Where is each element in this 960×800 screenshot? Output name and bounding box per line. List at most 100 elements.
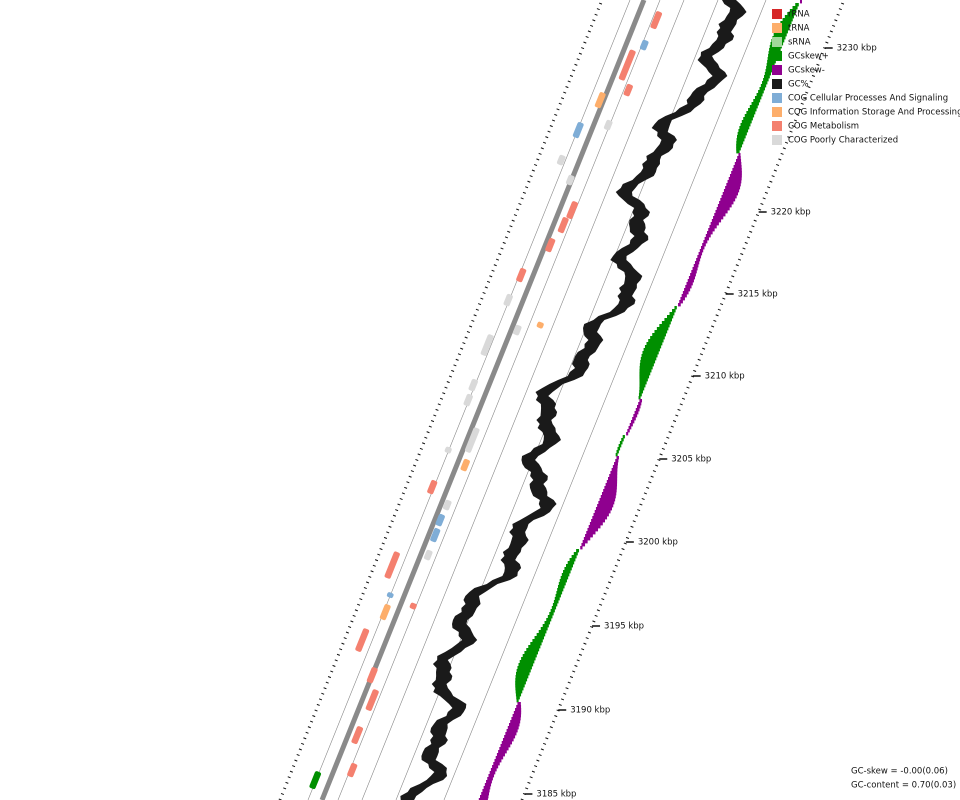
- gc-skew-positive: [641, 354, 658, 358]
- gc-skew-positive: [736, 147, 741, 151]
- gc-skew-positive: [516, 672, 530, 676]
- gc-skew-negative: [512, 714, 521, 718]
- gc-skew-negative: [495, 756, 504, 760]
- gc-skew-positive: [642, 351, 659, 355]
- gc-skew-positive: [639, 387, 645, 391]
- gc-skew-positive: [522, 654, 537, 658]
- gc-skew-negative: [728, 177, 742, 181]
- backbone: [319, 0, 647, 800]
- gc-skew-positive: [780, 21, 792, 25]
- gc-skew-negative: [696, 258, 701, 262]
- gc-skew-positive: [764, 72, 772, 76]
- tick-label: 3195 kbp: [604, 622, 644, 632]
- gc-skew-positive: [736, 138, 745, 142]
- gc-skew-positive: [515, 678, 528, 682]
- gc-skew-negative: [510, 720, 521, 724]
- gc-skew-negative: [483, 786, 491, 790]
- gc-skew-positive: [547, 615, 553, 619]
- legend-label: COG Information Storage And Processing: [788, 108, 960, 118]
- gc-skew-positive: [751, 102, 759, 106]
- gc-skew-negative: [688, 276, 695, 280]
- gene-feature: [355, 628, 370, 652]
- gc-skew-positive: [559, 579, 567, 583]
- gc-skew-negative: [608, 477, 618, 481]
- gene-feature: [427, 479, 438, 495]
- gc-skew-negative: [725, 186, 741, 190]
- gc-skew-positive: [557, 585, 565, 589]
- gc-skew-negative: [707, 231, 713, 235]
- gc-skew-positive: [615, 453, 618, 457]
- gc-skew-negative: [736, 159, 742, 163]
- gc-skew-positive: [532, 639, 543, 643]
- gene-feature: [516, 267, 527, 283]
- gc-skew-negative: [678, 303, 681, 307]
- gene-feature: [379, 604, 391, 621]
- gene-feature: [572, 122, 584, 139]
- gene-feature: [464, 427, 480, 453]
- legend-swatch: [772, 121, 782, 131]
- gc-skew-positive: [515, 675, 529, 679]
- gc-skew-positive: [639, 363, 654, 367]
- gc-skew-positive: [616, 450, 619, 454]
- gc-skew-positive: [526, 648, 540, 652]
- gc-skew-negative: [692, 267, 698, 271]
- gc-skew-positive: [621, 438, 624, 442]
- gc-skew-negative: [481, 792, 490, 796]
- tick-label: 3205 kbp: [671, 455, 711, 465]
- gc-skew-positive: [619, 441, 623, 445]
- gc-skew-positive: [571, 555, 577, 559]
- gc-skew-negative: [593, 513, 609, 517]
- gc-skew-negative: [713, 216, 724, 220]
- gc-skew-positive: [765, 69, 773, 73]
- tick-label: 3190 kbp: [570, 706, 610, 716]
- gc-skew-negative: [478, 798, 488, 800]
- gc-skew-negative: [716, 207, 730, 211]
- gc-skew-negative: [733, 165, 742, 169]
- gc-skew-negative: [488, 774, 495, 778]
- gc-skew-negative: [489, 771, 496, 775]
- gc-skew-positive: [516, 699, 519, 703]
- tick-label: 3230 kbp: [837, 44, 877, 54]
- gc-skew-positive: [639, 390, 644, 394]
- gc-skew-negative: [506, 729, 518, 733]
- gc-skew-positive: [743, 117, 753, 121]
- gc-skew-negative: [633, 414, 638, 418]
- gc-skew-positive: [782, 18, 793, 22]
- gc-skew-positive: [576, 549, 580, 553]
- gc-skew-positive: [746, 111, 756, 115]
- gc-skew-positive: [736, 150, 740, 154]
- gc-skew-positive: [515, 684, 525, 688]
- gc-skew-positive: [766, 63, 775, 67]
- track-line: [443, 0, 767, 800]
- gene-feature: [566, 201, 579, 220]
- gc-skew-negative: [709, 225, 717, 229]
- gc-skew-negative: [636, 405, 641, 409]
- track-line: [337, 0, 661, 800]
- gc-skew-positive: [546, 618, 552, 622]
- gene-feature: [409, 602, 417, 610]
- gc-skew-negative: [684, 288, 691, 292]
- legend-swatch: [772, 135, 782, 145]
- gc-skew-negative: [717, 204, 732, 208]
- gc-skew-negative: [516, 705, 522, 709]
- legend-swatch: [772, 79, 782, 89]
- gene-feature: [512, 324, 522, 336]
- gc-skew-negative: [715, 210, 728, 214]
- gc-skew-positive: [515, 690, 523, 694]
- gc-skew-positive: [795, 3, 799, 7]
- gc-skew-negative: [708, 228, 715, 232]
- gc-skew-positive: [656, 327, 669, 331]
- gc-skew-negative: [501, 741, 513, 745]
- gc-skew-positive: [540, 627, 548, 631]
- gc-skew-positive: [792, 6, 798, 10]
- gc-skew-negative: [721, 195, 737, 199]
- gc-skew-positive: [789, 9, 797, 13]
- gc-skew-positive: [538, 630, 547, 634]
- gc-skew-negative: [603, 489, 617, 493]
- gc-skew-positive: [753, 99, 761, 103]
- gc-skew-negative: [738, 153, 741, 157]
- gc-skew-positive: [618, 444, 622, 448]
- gc-skew-negative: [599, 498, 616, 502]
- gc-skew-positive: [644, 345, 662, 349]
- gc-skew-negative: [587, 528, 599, 532]
